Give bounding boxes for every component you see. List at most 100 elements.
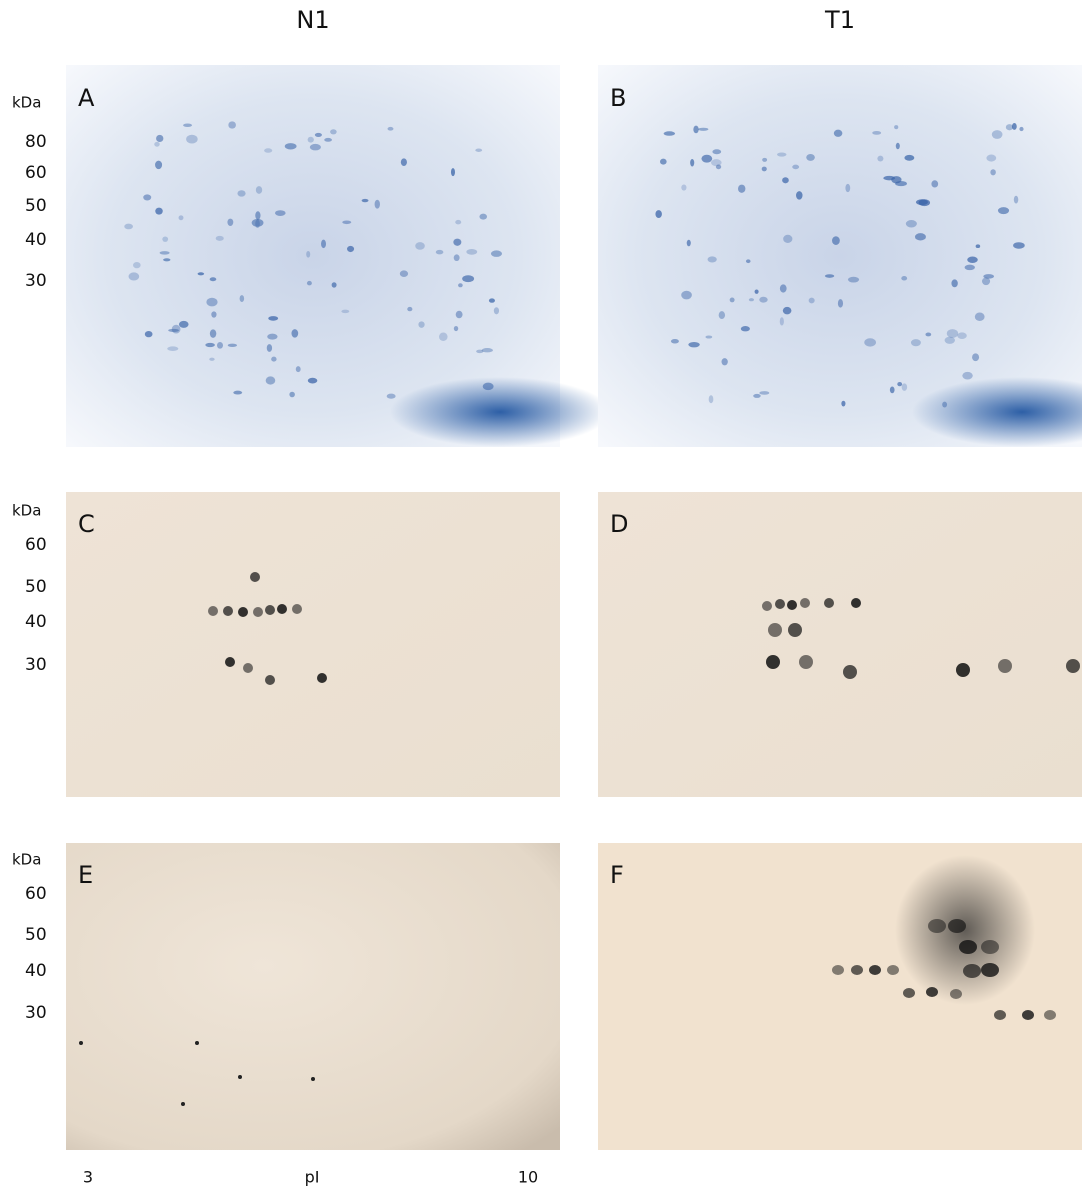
spot xyxy=(331,282,337,288)
spot xyxy=(292,604,302,614)
spot xyxy=(479,213,487,220)
spot xyxy=(950,989,962,999)
spot xyxy=(761,166,767,172)
spot xyxy=(681,184,687,191)
spot xyxy=(994,1010,1006,1020)
spot xyxy=(800,598,810,608)
spot xyxy=(209,329,217,338)
spot xyxy=(488,298,495,303)
spot xyxy=(387,126,394,131)
spot xyxy=(435,249,444,255)
spot xyxy=(317,673,327,683)
spot xyxy=(295,366,301,373)
spot xyxy=(289,391,295,398)
spot xyxy=(729,297,735,303)
spot xyxy=(905,219,917,228)
x-axis-label: pI xyxy=(305,1168,320,1187)
spot xyxy=(197,272,205,276)
panel-letter: C xyxy=(78,510,95,538)
spot xyxy=(847,276,860,283)
spot xyxy=(841,400,846,407)
spot xyxy=(754,289,759,294)
spot xyxy=(779,284,787,293)
spot xyxy=(748,298,755,302)
gel-smear xyxy=(895,855,1035,1005)
spot xyxy=(291,329,299,338)
spot xyxy=(655,210,662,219)
spot xyxy=(266,344,273,352)
spot xyxy=(482,382,494,391)
spot xyxy=(1011,123,1017,130)
spot xyxy=(792,164,800,170)
spot xyxy=(915,199,928,206)
spot xyxy=(374,199,380,209)
marker-label: 40 xyxy=(25,230,47,250)
spot xyxy=(959,940,977,954)
spot xyxy=(1044,1010,1056,1020)
unit-label: kDa xyxy=(12,94,41,112)
spot xyxy=(972,353,980,362)
spot xyxy=(171,324,181,334)
spot xyxy=(931,180,939,188)
spot xyxy=(156,134,164,142)
spot xyxy=(1005,124,1014,131)
spot xyxy=(990,169,996,176)
spot xyxy=(986,154,997,162)
spot xyxy=(895,142,900,150)
spot xyxy=(154,141,160,147)
spot xyxy=(439,332,448,342)
spot xyxy=(686,239,691,247)
spot xyxy=(928,919,946,933)
spot xyxy=(178,320,189,328)
spot xyxy=(904,154,915,161)
spot xyxy=(688,341,700,348)
spot xyxy=(796,191,803,200)
spot xyxy=(745,259,751,264)
spot xyxy=(462,275,475,283)
spot xyxy=(715,164,722,170)
spot xyxy=(418,321,425,328)
panel-letter: E xyxy=(78,861,93,889)
spot xyxy=(981,963,999,977)
spot xyxy=(901,383,908,391)
spot xyxy=(711,159,722,167)
spot xyxy=(211,311,217,318)
spot xyxy=(481,348,493,353)
spot xyxy=(155,207,163,215)
spot xyxy=(832,236,840,245)
x-axis-max: 10 xyxy=(518,1168,538,1187)
spot xyxy=(944,336,955,344)
spot xyxy=(832,965,844,975)
gel-image xyxy=(598,492,1082,797)
spot xyxy=(306,250,311,258)
spot xyxy=(783,234,793,243)
spot xyxy=(399,270,409,278)
spot xyxy=(681,290,692,300)
spot xyxy=(268,316,279,321)
spot xyxy=(759,296,768,303)
spot xyxy=(690,158,695,167)
spot xyxy=(926,987,938,997)
spot xyxy=(991,130,1003,139)
spot xyxy=(956,663,970,677)
spot xyxy=(901,276,908,281)
spot xyxy=(168,328,179,333)
spot xyxy=(178,215,184,221)
gel-image xyxy=(66,492,560,797)
column-title: N1 xyxy=(296,6,329,34)
spot xyxy=(476,349,484,354)
spot xyxy=(233,390,243,395)
spot xyxy=(951,279,958,288)
spot xyxy=(265,675,275,685)
spot xyxy=(967,256,978,263)
spot xyxy=(753,393,761,398)
spot xyxy=(787,600,797,610)
spot xyxy=(910,339,921,347)
spot xyxy=(788,623,802,637)
spot xyxy=(162,236,169,242)
spot xyxy=(894,125,899,130)
spot xyxy=(183,123,193,128)
spot xyxy=(843,665,857,679)
spot xyxy=(255,186,263,194)
spot xyxy=(215,235,224,241)
